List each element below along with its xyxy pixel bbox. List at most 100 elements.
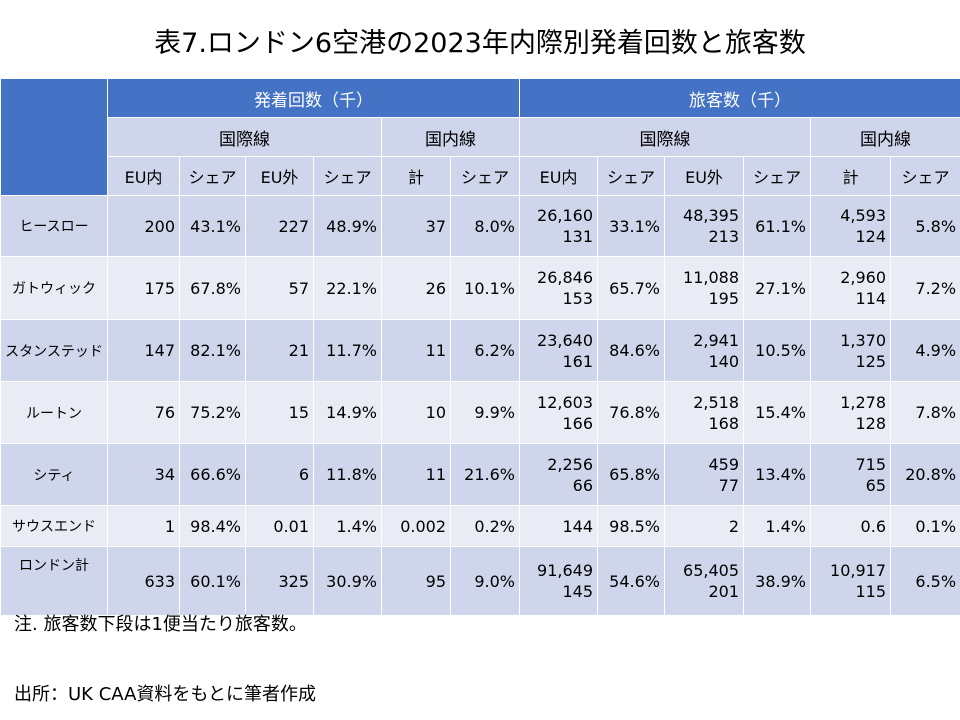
table-cell: 0.002 xyxy=(381,505,451,547)
column-header: シェア xyxy=(889,156,960,196)
table-cell: 1,370 125 xyxy=(810,319,891,382)
table-cell: 0.2% xyxy=(450,505,520,547)
row-label: シティ xyxy=(0,443,108,506)
column-header: 計 xyxy=(810,156,891,196)
table-cell: 715 65 xyxy=(810,443,891,506)
table-cell: 10.5% xyxy=(743,319,811,382)
table-row: ガトウィック 175 67.8% 57 22.1% 26 10.1% 26,846 153 65… xyxy=(0,256,960,320)
header-passengers: 旅客数（千） xyxy=(518,78,960,118)
table-cell: 200 xyxy=(107,195,180,257)
column-header: シェア xyxy=(597,156,665,196)
table-cell: 21 xyxy=(245,319,314,382)
table-cell: 84.6% xyxy=(597,319,665,382)
table-cell: 12,603 166 xyxy=(519,381,598,444)
table-row: サウスエンド 1 98.4% 0.01 1.4% 0.002 0.2% 144 98.5% 2 1.… xyxy=(0,505,960,547)
table-cell: 34 xyxy=(107,443,180,506)
row-label: ルートン xyxy=(0,381,108,444)
table-row: スタンステッド 147 82.1% 21 11.7% 11 6.2% 23,640 161 84… xyxy=(0,319,960,382)
row-label: ヒースロー xyxy=(0,195,108,257)
table-cell: 23,640 161 xyxy=(519,319,598,382)
table-cell: 1.4% xyxy=(743,505,811,547)
table-cell: 175 xyxy=(107,256,180,320)
table-cell: 98.4% xyxy=(179,505,246,547)
data-table: 発着回数（千） 旅客数（千） 国際線 国内線 国際線 国内線 EU内 シェア EU外… xyxy=(0,78,960,616)
table-cell: 20.8% xyxy=(889,443,960,506)
table-cell: 6.2% xyxy=(450,319,520,382)
header-flights-dom: 国内線 xyxy=(381,117,520,157)
table-cell: 2,960 114 xyxy=(810,256,891,320)
table-cell: 82.1% xyxy=(179,319,246,382)
header-flights: 発着回数（千） xyxy=(107,78,520,118)
table-cell: 15 xyxy=(245,381,314,444)
table-cell: 66.6% xyxy=(179,443,246,506)
column-header: シェア xyxy=(179,156,246,196)
table-cell: 26 xyxy=(381,256,451,320)
table-cell: 43.1% xyxy=(179,195,246,257)
table-row: ロンドン計 633 60.1% 325 30.9% 95 9.0% 91,649 145 54.… xyxy=(0,546,960,616)
table-cell: 76.8% xyxy=(597,381,665,444)
table-row: ルートン 76 75.2% 15 14.9% 10 9.9% 12,603 166 76.8% 2… xyxy=(0,381,960,444)
table-cell: 37 xyxy=(381,195,451,257)
table-row: ヒースロー 200 43.1% 227 48.9% 37 8.0% 26,160 131 33.… xyxy=(0,195,960,257)
table-cell: 48.9% xyxy=(313,195,382,257)
table-cell: 227 xyxy=(245,195,314,257)
table-cell: 0.01 xyxy=(245,505,314,547)
table-cell: 11 xyxy=(381,443,451,506)
header-row-2: 国際線 国内線 国際線 国内線 xyxy=(1,117,960,157)
column-header: EU外 xyxy=(664,156,744,196)
table-cell: 22.1% xyxy=(313,256,382,320)
table-cell: 1 xyxy=(107,505,180,547)
table-cell: 5.8% xyxy=(889,195,960,257)
table-cell: 2 xyxy=(664,505,744,547)
table-cell: 61.1% xyxy=(743,195,811,257)
table-cell: 1,278 128 xyxy=(810,381,891,444)
table-cell: 76 xyxy=(107,381,180,444)
table-cell: 10 xyxy=(381,381,451,444)
table-cell: 38.9% xyxy=(743,546,811,616)
row-label: ロンドン計 xyxy=(0,546,108,616)
table-cell: 60.1% xyxy=(179,546,246,616)
table-cell: 13.4% xyxy=(743,443,811,506)
table-cell: 65,405 201 xyxy=(664,546,744,616)
column-header: EU内 xyxy=(107,156,180,196)
table-cell: 10,917 115 xyxy=(810,546,891,616)
table-cell: 4.9% xyxy=(889,319,960,382)
footnote: 注. 旅客数下段は1便当たり旅客数。 xyxy=(14,614,307,635)
table-cell: 1.4% xyxy=(313,505,382,547)
table-cell: 0.1% xyxy=(889,505,960,547)
source-note: 出所：UK CAA資料をもとに筆者作成 xyxy=(14,684,317,705)
table-cell: 21.6% xyxy=(450,443,520,506)
table-cell: 2,256 66 xyxy=(519,443,598,506)
table-cell: 633 xyxy=(107,546,180,616)
row-label: サウスエンド xyxy=(0,505,108,547)
table-cell: 54.6% xyxy=(597,546,665,616)
table-cell: 91,649 145 xyxy=(519,546,598,616)
header-pax-intl: 国際線 xyxy=(519,117,811,157)
table-cell: 0.6 xyxy=(810,505,891,547)
column-header: EU内 xyxy=(519,156,598,196)
column-header: 計 xyxy=(381,156,451,196)
table-cell: 9.0% xyxy=(450,546,520,616)
table-cell: 27.1% xyxy=(743,256,811,320)
table-cell: 65.7% xyxy=(597,256,665,320)
table-row: シティ 34 66.6% 6 11.8% 11 21.6% 2,256 66 65.8% 459 … xyxy=(0,443,960,506)
table-cell: 10.1% xyxy=(450,256,520,320)
table-cell: 7.8% xyxy=(889,381,960,444)
table-cell: 26,846 153 xyxy=(519,256,598,320)
table-cell: 98.5% xyxy=(597,505,665,547)
table-cell: 9.9% xyxy=(450,381,520,444)
table-cell: 95 xyxy=(381,546,451,616)
header-row-3: EU内 シェア EU外 シェア計シェア EU内 シェア EU外 シェア計シェア xyxy=(1,156,960,196)
table-cell: 147 xyxy=(107,319,180,382)
table-cell: 2,518 168 xyxy=(664,381,744,444)
table-cell: 11,088 195 xyxy=(664,256,744,320)
column-header: シェア xyxy=(450,156,520,196)
header-row-1: 発着回数（千） 旅客数（千） xyxy=(0,78,960,196)
table-cell: 4,593 124 xyxy=(810,195,891,257)
column-header: シェア xyxy=(743,156,811,196)
header-pax-dom: 国内線 xyxy=(809,117,960,157)
table-cell: 67.8% xyxy=(179,256,246,320)
row-label: ガトウィック xyxy=(0,256,108,320)
table-cell: 11.7% xyxy=(313,319,382,382)
column-header: EU外 xyxy=(245,156,314,196)
